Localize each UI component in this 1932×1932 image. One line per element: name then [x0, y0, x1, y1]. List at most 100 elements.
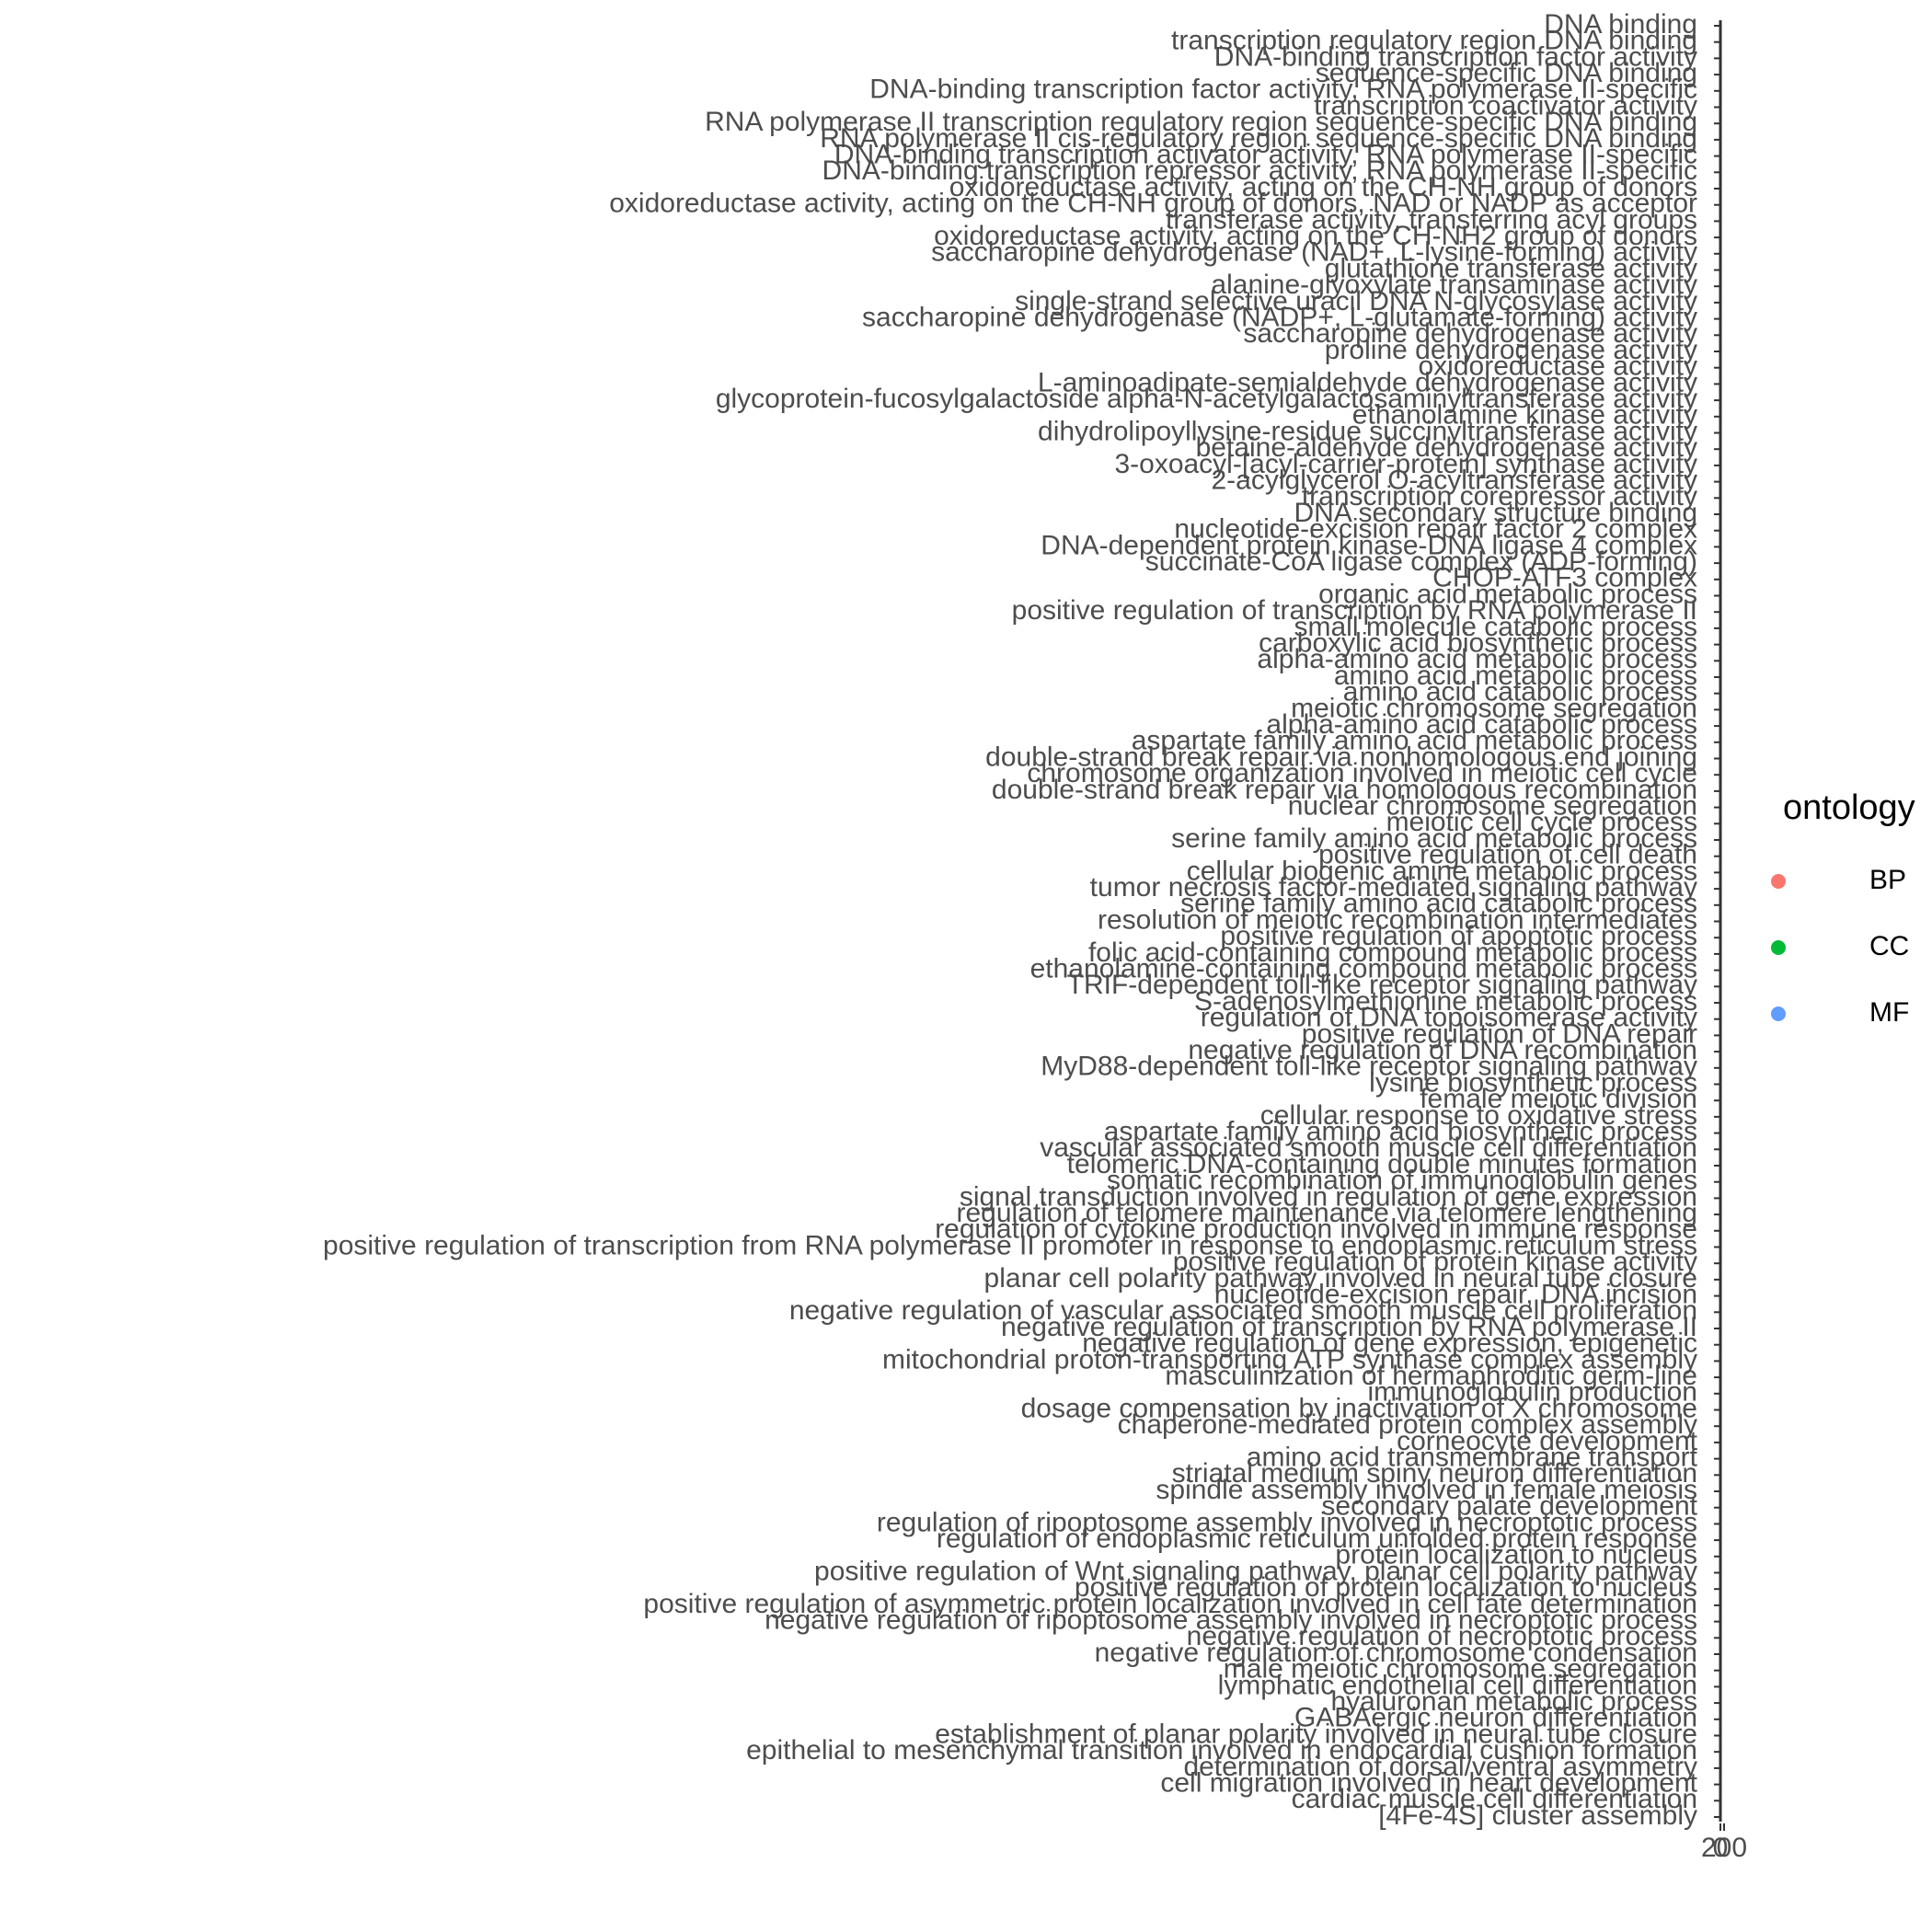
y-tick-label: positive regulation of protein localizat…: [1075, 1572, 1697, 1603]
legend-title: ontology: [1783, 788, 1915, 827]
y-tick-label: ethanolamine-containing compound metabol…: [1030, 954, 1697, 984]
y-tick-label: sequence-specific DNA binding: [1316, 58, 1697, 88]
y-tick-label: chromosome organization involved in meio…: [1027, 758, 1697, 788]
y-tick-label: hyaluronan metabolic process: [1330, 1686, 1697, 1717]
y-tick-label: cell migration involved in heart develop…: [1160, 1768, 1697, 1799]
y-tick-label: positive regulation of cell death: [1318, 840, 1697, 870]
y-tick-label: regulation of ripoptosome assembly invol…: [877, 1507, 1697, 1537]
y-tick-label: regulation of endoplasmic reticulum unfo…: [937, 1524, 1697, 1554]
y-tick-label: positive regulation of transcription by …: [1012, 595, 1697, 626]
y-tick-label: epithelial to mesenchymal transition inv…: [746, 1735, 1697, 1765]
y-tick-label: GABAergic neuron differentiation: [1294, 1703, 1697, 1733]
y-tick-label: negative regulation of transcription by …: [1001, 1312, 1697, 1342]
legend-key-cc: [1771, 940, 1786, 955]
y-tick-label: [4Fe-4S] cluster assembly: [1378, 1800, 1697, 1831]
y-tick-label: aspartate family amino acid biosynthetic…: [1104, 1117, 1697, 1147]
y-tick-label: RNA polymerase II cis-regulatory region …: [820, 123, 1697, 154]
y-tick-label: alpha-amino acid metabolic process: [1257, 644, 1697, 674]
y-tick-label: organic acid metabolic process: [1318, 579, 1697, 609]
y-tick-label: oxidoreductase activity, acting on the C…: [609, 189, 1697, 219]
y-tick-label: positive regulation of transcription fro…: [323, 1230, 1697, 1260]
y-tick-label: meiotic chromosome segregation: [1291, 693, 1697, 723]
y-tick-label: carboxylic acid biosynthetic process: [1259, 628, 1697, 659]
y-tick-label: transcription corepressor activity: [1302, 481, 1697, 512]
y-tick-label: 3-oxoacyl-[acyl-carrier-protein] synthas…: [1114, 449, 1697, 479]
y-tick-label: male meiotic chromosome segregation: [1224, 1654, 1697, 1685]
y-tick-label: meiotic cell cycle process: [1386, 807, 1697, 837]
y-tick-label: planar cell polarity pathway involved in…: [984, 1263, 1697, 1294]
y-tick-label: positive regulation of DNA repair: [1302, 1018, 1697, 1049]
y-tick-label: vascular associated smooth muscle cell d…: [1040, 1133, 1697, 1163]
y-tick-label: saccharopine dehydrogenase activity: [1243, 318, 1697, 349]
x-tick-label: 200: [1701, 1833, 1747, 1863]
y-tick-label: double-strand break repair via nonhomolo…: [985, 742, 1697, 772]
y-tick-label: transcription coactivator activity: [1314, 90, 1697, 121]
y-tick-label: DNA-binding transcription repressor acti…: [822, 155, 1697, 186]
y-tick-label: DNA-binding transcription factor activit…: [1214, 41, 1697, 72]
y-tick-label: cellular response to oxidative stress: [1260, 1100, 1697, 1131]
y-tick-label: negative regulation of ripoptosome assem…: [765, 1605, 1697, 1636]
y-tick-label: telomeric DNA-containing double minutes …: [1067, 1149, 1697, 1179]
legend-label-bp: BP: [1869, 865, 1906, 895]
y-tick-label: nuclear chromosome segregation: [1288, 791, 1697, 822]
y-tick-label: lymphatic endothelial cell differentiati…: [1218, 1670, 1697, 1700]
legend: ontology BP CC MF: [1771, 788, 1915, 1028]
y-tick-label: determination of dorsal/ventral asymmetr…: [1183, 1752, 1697, 1782]
y-tick-label: S-adenosylmethionine metabolic process: [1194, 986, 1697, 1017]
x-tick-label: 0: [1713, 1833, 1729, 1863]
y-tick-label: ethanolamine kinase activity: [1352, 400, 1697, 431]
y-tick-label: amino acid metabolic process: [1334, 661, 1697, 691]
y-tick-label: corneocyte development: [1397, 1426, 1698, 1456]
y-tick-label: regulation of cytokine production involv…: [935, 1214, 1697, 1245]
y-tick-label: DNA-binding transcription factor activit…: [869, 75, 1697, 105]
y-tick-label: aspartate family amino acid metabolic pr…: [1132, 726, 1697, 756]
y-tick-label: negative regulation of DNA recombination: [1188, 1035, 1697, 1065]
y-tick-label: signal transduction involved in regulati…: [960, 1181, 1697, 1212]
legend-label-mf: MF: [1869, 997, 1909, 1028]
y-tick-label: saccharopine dehydrogenase (NADP+, L-glu…: [862, 303, 1697, 333]
y-tick-label: TRIF-dependent toll-like receptor signal…: [1067, 970, 1697, 1000]
y-tick-label: spindle assembly involved in female meio…: [1156, 1475, 1697, 1505]
y-tick-label: establishment of planar polarity involve…: [935, 1719, 1697, 1749]
y-tick-label: negative regulation of vascular associat…: [789, 1295, 1697, 1326]
y-tick-label: tumor necrosis factor-mediated signaling…: [1090, 872, 1697, 903]
y-tick-label: DNA binding: [1544, 9, 1697, 40]
y-tick-label: single-strand selective uracil DNA N-gly…: [1015, 286, 1697, 316]
y-tick-label: CHOP-ATF3 complex: [1432, 563, 1697, 593]
y-tick-label: glycoprotein-fucosylgalactoside alpha-N-…: [716, 384, 1697, 414]
y-tick-label: proline dehydrogenase activity: [1325, 335, 1697, 365]
y-tick-label: folic acid-containing compound metabolic…: [1088, 937, 1697, 968]
y-tick-label: transcription regulatory region DNA bind…: [1171, 26, 1697, 56]
y-tick-label: serine family amino acid metabolic proce…: [1171, 823, 1697, 854]
y-tick-label: serine family amino acid catabolic proce…: [1180, 889, 1697, 919]
y-tick-label: nucleotide-excision repair factor 2 comp…: [1174, 514, 1697, 545]
y-tick-label: DNA secondary structure binding: [1294, 498, 1697, 528]
y-tick-label: cardiac muscle cell differentiation: [1292, 1784, 1697, 1814]
y-tick-label: double-strand break repair via homologou…: [992, 775, 1697, 805]
y-tick-label: oxidoreductase activity, acting on the C…: [949, 172, 1697, 202]
y-tick-label: negative regulation of gene expression, …: [1082, 1328, 1697, 1359]
y-tick-label: DNA-binding transcription activator acti…: [834, 140, 1697, 170]
y-tick-label: female meiotic division: [1420, 1084, 1697, 1114]
y-tick-label: dihydrolipoyllysine-residue succinyltran…: [1038, 416, 1697, 446]
y-tick-label: small molecule catabolic process: [1294, 612, 1697, 642]
legend-key-bp: [1771, 874, 1786, 889]
y-tick-label: chaperone-mediated protein complex assem…: [1118, 1409, 1697, 1440]
y-tick-label: somatic recombination of immunoglobulin …: [1107, 1166, 1697, 1196]
y-tick-label: transferase activity, transferring acyl …: [1166, 204, 1697, 235]
y-tick-label: betaine-aldehyde dehydrogenase activity: [1196, 432, 1697, 463]
y-tick-label: regulation of telomere maintenance via t…: [956, 1198, 1697, 1228]
y-tick-label: positive regulation of Wnt signaling pat…: [814, 1556, 1697, 1586]
y-tick-label: saccharopine dehydrogenase (NAD+, L-lysi…: [931, 237, 1697, 268]
y-tick-label: DNA-dependent protein kinase-DNA ligase …: [1041, 530, 1697, 560]
y-tick-label: glutathione transferase activity: [1325, 253, 1697, 283]
y-tick-label: succinate-CoA ligase complex (ADP-formin…: [1145, 546, 1697, 577]
y-tick-label: L-aminoadipate-semialdehyde dehydrogenas…: [1038, 367, 1697, 397]
legend-key-mf: [1771, 1006, 1786, 1021]
y-tick-label: amino acid catabolic process: [1343, 677, 1697, 707]
y-tick-label: striatal medium spiny neuron differentia…: [1172, 1458, 1697, 1489]
y-tick-label: dosage compensation by inactivation of X…: [1021, 1393, 1697, 1423]
